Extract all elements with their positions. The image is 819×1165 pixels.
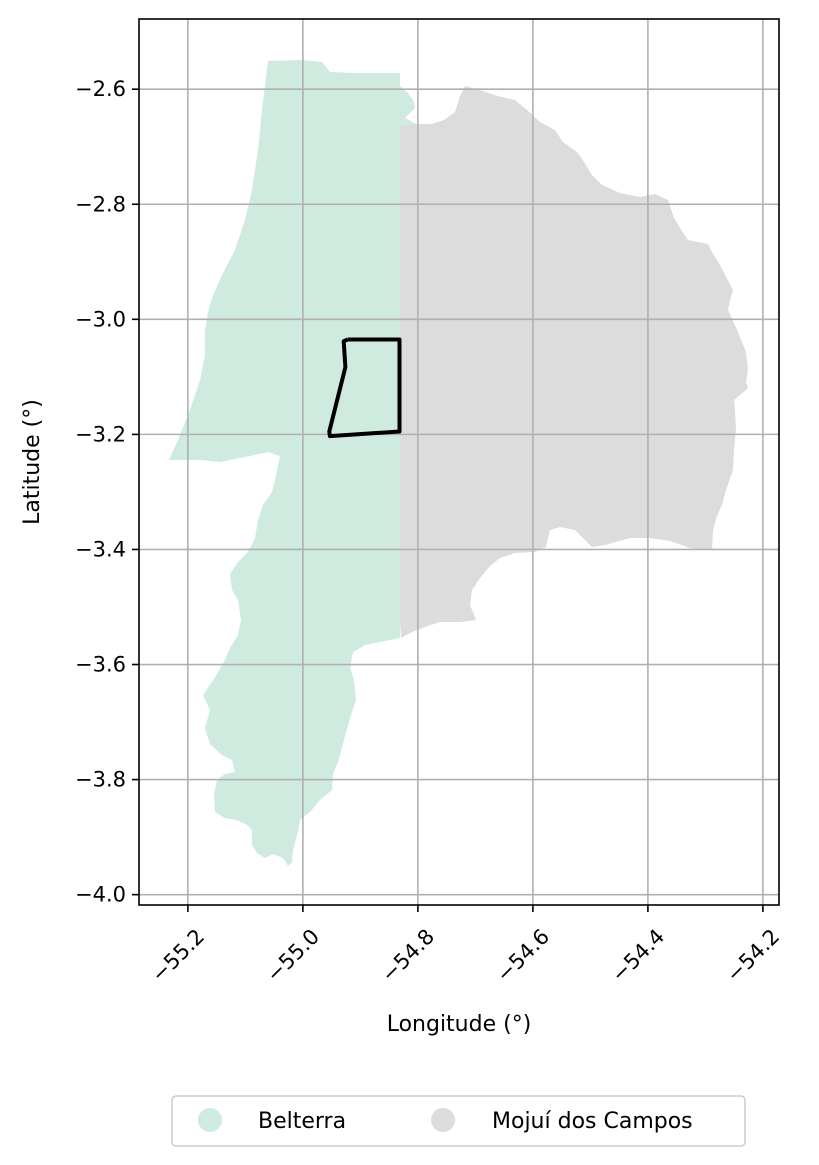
x-axis-title: Longitude (°): [387, 1012, 532, 1037]
y-tick-label: −4.0: [75, 883, 126, 907]
y-tick-label: −2.6: [75, 77, 126, 101]
y-tick-label: −3.0: [75, 307, 126, 331]
region-mojui-dos-campos: [400, 86, 748, 638]
legend-frame: [171, 1095, 746, 1147]
grid-lines: [139, 19, 779, 905]
axes-frame: [138, 18, 780, 906]
y-tick-label: −3.8: [75, 768, 126, 792]
legend-marker-belterra: [198, 1108, 222, 1132]
y-tick-label: −3.2: [75, 422, 126, 446]
legend-label-belterra: Belterra: [258, 1109, 346, 1134]
y-axis: −2.6 −2.8 −3.0 −3.2 −3.4 −3.6 −3.8 −4.0: [75, 77, 139, 907]
legend: Belterra Mojuí dos Campos: [171, 1095, 746, 1147]
legend-marker-mojui-dos-campos: [431, 1108, 455, 1132]
y-tick-label: −2.8: [75, 192, 126, 216]
y-tick-label: −3.4: [75, 537, 126, 561]
y-tick-label: −3.6: [75, 653, 126, 677]
study-area-boundary: [327, 337, 402, 439]
y-axis-title: Latitude (°): [20, 399, 45, 525]
legend-label-mojui-dos-campos: Mojuí dos Campos: [492, 1109, 693, 1134]
